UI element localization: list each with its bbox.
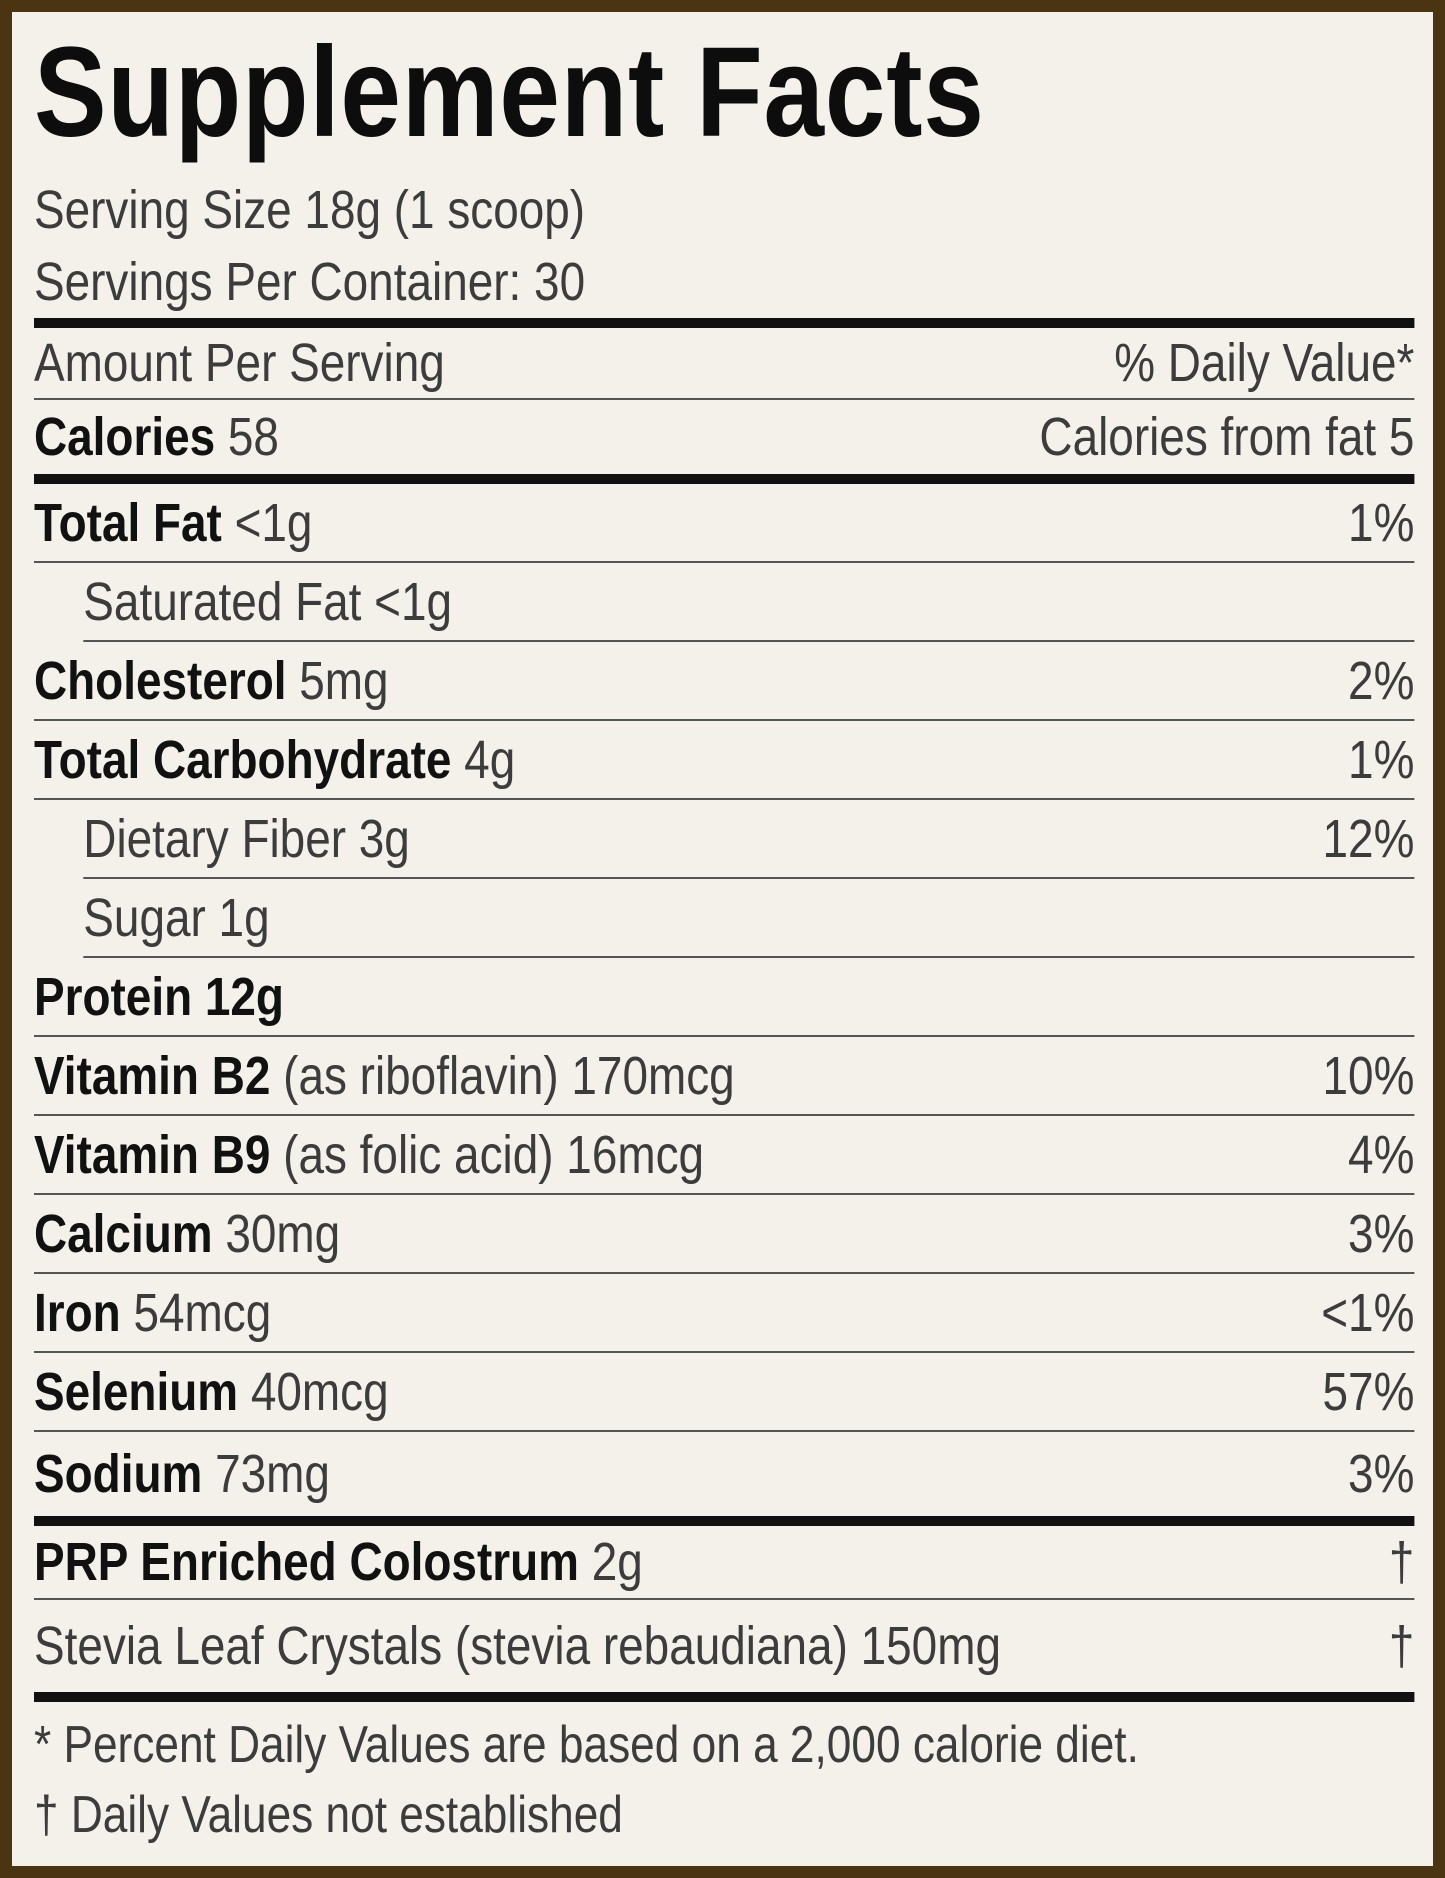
row: Cholesterol 5mg 2% bbox=[34, 642, 1415, 721]
calories-label: Calories bbox=[34, 407, 216, 467]
row-daily-value: 57% bbox=[1322, 1361, 1415, 1422]
row: Stevia Leaf Crystals (stevia rebaudiana)… bbox=[34, 1600, 1414, 1692]
row-daily-value: 12% bbox=[1322, 808, 1415, 869]
row-daily-value: 1% bbox=[1348, 729, 1415, 790]
row-label: Stevia Leaf Crystals (stevia rebaudiana) bbox=[34, 1616, 848, 1676]
row-left: Selenium 40mcg bbox=[34, 1361, 389, 1423]
row: Vitamin B9 (as folic acid) 16mcg 4% bbox=[34, 1116, 1415, 1195]
row-daily-value: 1% bbox=[1348, 492, 1415, 553]
row-amount: 54mcg bbox=[133, 1282, 272, 1343]
row-left: Stevia Leaf Crystals (stevia rebaudiana)… bbox=[34, 1615, 1001, 1677]
row-label: Protein 12g bbox=[34, 966, 284, 1027]
row-amount: 73mg bbox=[215, 1444, 330, 1504]
servings-per-container: Servings Per Container: 30 bbox=[34, 252, 586, 312]
calories-fat: Calories from fat 5 bbox=[1039, 407, 1415, 467]
row-amount: 2g bbox=[591, 1532, 643, 1592]
row-amount: 5mg bbox=[299, 650, 389, 711]
thick-rule bbox=[34, 1692, 1415, 1702]
row-daily-value: 2% bbox=[1348, 650, 1415, 711]
row-amount: 30mg bbox=[225, 1203, 341, 1264]
row-left: Protein 12g bbox=[34, 966, 284, 1028]
row-label: Vitamin B2 bbox=[34, 1045, 271, 1106]
thick-rule bbox=[34, 318, 1415, 328]
row-label: Cholesterol bbox=[34, 650, 287, 711]
row: Calcium 30mg 3% bbox=[34, 1195, 1415, 1274]
row: Selenium 40mcg 57% bbox=[34, 1353, 1415, 1432]
footnotes: * Percent Daily Values are based on a 2,… bbox=[34, 1702, 1414, 1850]
thick-rule bbox=[34, 1516, 1415, 1526]
row: Saturated Fat <1g bbox=[83, 563, 1415, 642]
footnote: † Daily Values not established bbox=[34, 1786, 623, 1844]
row: Total Fat <1g 1% bbox=[34, 484, 1415, 563]
row-left: PRP Enriched Colostrum 2g bbox=[34, 1531, 643, 1593]
calories-left: Calories 58 bbox=[34, 406, 279, 468]
row-left: Vitamin B2 (as riboflavin) 170mcg bbox=[34, 1045, 735, 1107]
row-label: Calcium bbox=[34, 1203, 213, 1264]
row-left: Cholesterol 5mg bbox=[34, 650, 389, 712]
row-left: Iron 54mcg bbox=[34, 1282, 271, 1344]
row-label: Dietary Fiber bbox=[83, 808, 347, 869]
row-label: PRP Enriched Colostrum bbox=[34, 1532, 579, 1592]
row-left: Saturated Fat <1g bbox=[83, 571, 452, 633]
row-daily-value: <1% bbox=[1321, 1282, 1415, 1343]
row-amount: (as folic acid) 16mcg bbox=[283, 1124, 705, 1185]
row-amount: 150mg bbox=[860, 1616, 1001, 1676]
calories-row: Calories 58 Calories from fat 5 bbox=[34, 400, 1414, 474]
row-amount: 4g bbox=[464, 729, 516, 790]
serving-size: Serving Size 18g (1 scoop) bbox=[34, 180, 586, 240]
row: Sodium 73mg 3% bbox=[34, 1432, 1414, 1516]
row-amount: 40mcg bbox=[250, 1361, 389, 1422]
row-amount: 3g bbox=[358, 808, 410, 869]
row-amount: <1g bbox=[374, 571, 453, 632]
amount-header: Amount Per Serving % Daily Value* bbox=[34, 328, 1415, 400]
row-daily-value: 4% bbox=[1348, 1124, 1415, 1185]
row: Iron 54mcg <1% bbox=[34, 1274, 1415, 1353]
row-left: Calcium 30mg bbox=[34, 1203, 340, 1265]
row: Total Carbohydrate 4g 1% bbox=[34, 721, 1415, 800]
row-amount: 1g bbox=[218, 887, 270, 948]
row-daily-value: † bbox=[1388, 1532, 1415, 1592]
thick-rule bbox=[34, 474, 1415, 484]
row: Protein 12g bbox=[34, 958, 1415, 1037]
row-left: Total Fat <1g bbox=[34, 492, 312, 554]
row-daily-value: 10% bbox=[1322, 1045, 1415, 1106]
row-label: Vitamin B9 bbox=[34, 1124, 271, 1185]
row-daily-value: † bbox=[1388, 1616, 1415, 1676]
amount-header-right: % Daily Value* bbox=[1114, 333, 1415, 393]
row: Vitamin B2 (as riboflavin) 170mcg 10% bbox=[34, 1037, 1415, 1116]
row-label: Saturated Fat bbox=[83, 571, 362, 632]
row-left: Vitamin B9 (as folic acid) 16mcg bbox=[34, 1124, 704, 1186]
row-left: Sugar 1g bbox=[83, 887, 269, 949]
row-left: Total Carbohydrate 4g bbox=[34, 729, 515, 791]
row-label: Selenium bbox=[34, 1361, 239, 1422]
row-label: Total Carbohydrate bbox=[34, 729, 452, 790]
row-label: Sodium bbox=[34, 1444, 203, 1504]
row-left: Sodium 73mg bbox=[34, 1443, 330, 1505]
row-left: Dietary Fiber 3g bbox=[83, 808, 410, 870]
calories-amount: 58 bbox=[227, 407, 279, 467]
footnote: * Percent Daily Values are based on a 2,… bbox=[34, 1716, 1139, 1774]
row: PRP Enriched Colostrum 2g † bbox=[34, 1526, 1415, 1600]
row-label: Sugar bbox=[83, 887, 206, 948]
row-amount: (as riboflavin) 170mcg bbox=[283, 1045, 735, 1106]
supplement-panel: Supplement Facts Serving Size 18g (1 sco… bbox=[34, 12, 1415, 1850]
nutrients: Total Fat <1g 1% Saturated Fat <1g Choleste… bbox=[34, 484, 1415, 1516]
row: Sugar 1g bbox=[83, 879, 1415, 958]
row: Dietary Fiber 3g 12% bbox=[83, 800, 1414, 879]
amount-header-left: Amount Per Serving bbox=[34, 333, 445, 393]
row-daily-value: 3% bbox=[1348, 1444, 1415, 1504]
row-daily-value: 3% bbox=[1348, 1203, 1415, 1264]
title: Supplement Facts bbox=[34, 21, 985, 164]
other-ingredients: PRP Enriched Colostrum 2g † Stevia Leaf Cr… bbox=[34, 1526, 1415, 1692]
row-label: Iron bbox=[34, 1282, 121, 1343]
row-label: Total Fat bbox=[34, 492, 222, 553]
row-amount: <1g bbox=[234, 492, 313, 553]
